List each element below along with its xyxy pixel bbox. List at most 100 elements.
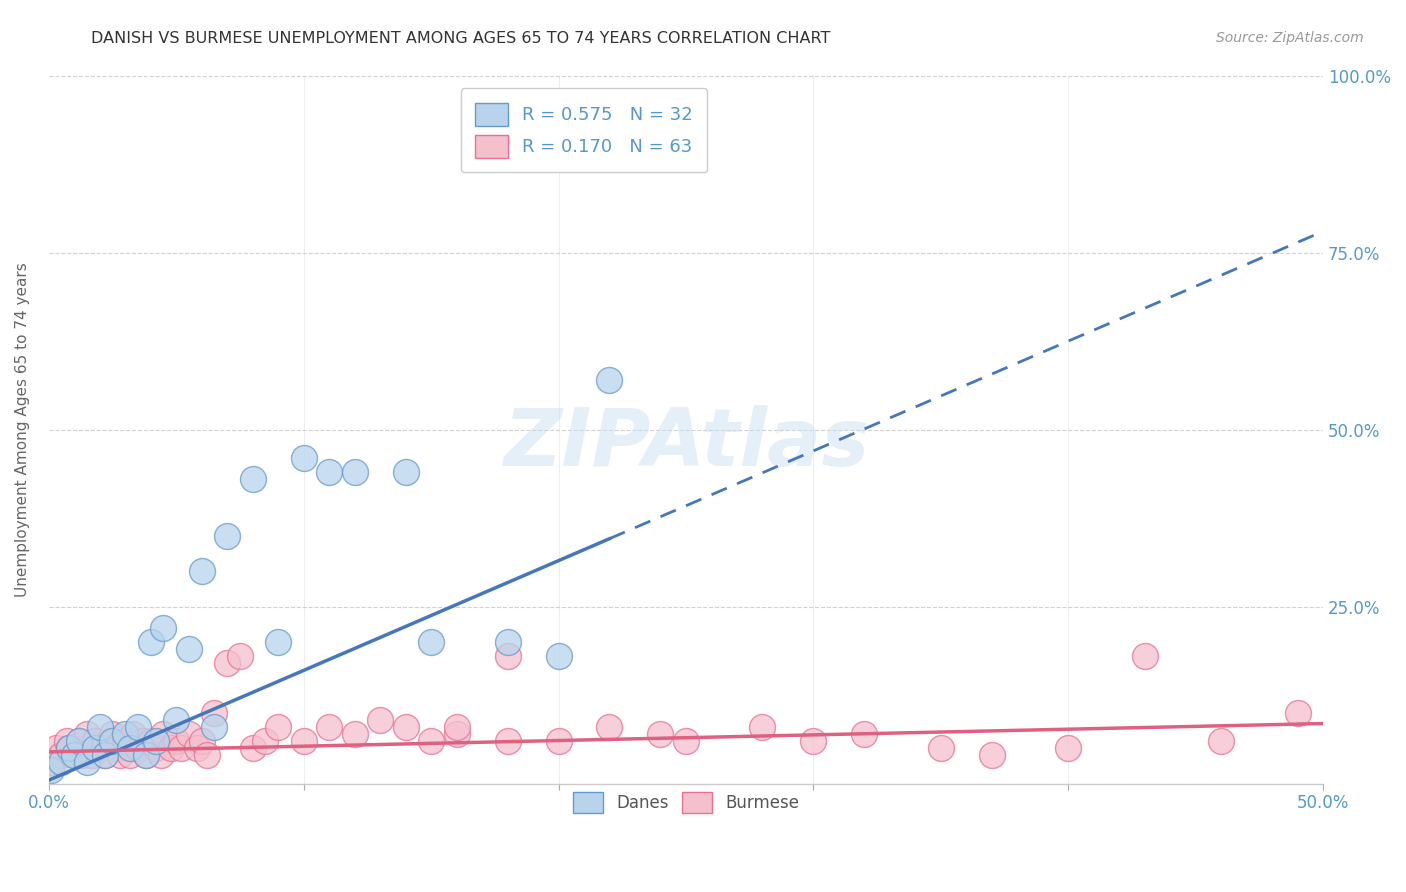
Legend: Danes, Burmese: Danes, Burmese <box>561 780 811 825</box>
Point <box>101 734 124 748</box>
Text: DANISH VS BURMESE UNEMPLOYMENT AMONG AGES 65 TO 74 YEARS CORRELATION CHART: DANISH VS BURMESE UNEMPLOYMENT AMONG AGE… <box>91 31 831 46</box>
Point <box>496 734 519 748</box>
Point <box>107 741 129 756</box>
Point <box>394 465 416 479</box>
Point <box>135 748 157 763</box>
Point <box>101 727 124 741</box>
Point <box>446 720 468 734</box>
Point <box>254 734 277 748</box>
Point <box>420 635 443 649</box>
Point <box>94 748 117 763</box>
Point <box>267 720 290 734</box>
Point <box>217 529 239 543</box>
Point <box>242 472 264 486</box>
Point <box>292 450 315 465</box>
Text: ZIPAtlas: ZIPAtlas <box>503 405 869 483</box>
Point <box>39 756 62 770</box>
Point <box>1133 649 1156 664</box>
Point <box>598 720 620 734</box>
Point <box>242 741 264 756</box>
Point <box>204 720 226 734</box>
Point <box>267 635 290 649</box>
Point <box>165 713 187 727</box>
Point <box>547 734 569 748</box>
Point <box>89 741 111 756</box>
Point <box>446 727 468 741</box>
Point <box>70 748 93 763</box>
Point <box>63 748 86 763</box>
Point <box>343 465 366 479</box>
Point <box>152 727 174 741</box>
Point <box>980 748 1002 763</box>
Point <box>177 642 200 657</box>
Point <box>318 465 340 479</box>
Point <box>145 741 167 756</box>
Point <box>45 741 67 756</box>
Point <box>229 649 252 664</box>
Point <box>292 734 315 748</box>
Point <box>80 748 103 763</box>
Point <box>67 734 90 748</box>
Point <box>83 734 105 748</box>
Point <box>853 727 876 741</box>
Point <box>76 727 98 741</box>
Point <box>190 564 212 578</box>
Point <box>318 720 340 734</box>
Point <box>204 706 226 720</box>
Point <box>67 734 90 748</box>
Point <box>160 741 183 756</box>
Point <box>58 741 80 756</box>
Point <box>1286 706 1309 720</box>
Point <box>83 741 105 756</box>
Point <box>152 621 174 635</box>
Point <box>394 720 416 734</box>
Point <box>496 635 519 649</box>
Point <box>929 741 952 756</box>
Point <box>89 720 111 734</box>
Point <box>114 734 136 748</box>
Point <box>139 734 162 748</box>
Point <box>598 373 620 387</box>
Point <box>177 727 200 741</box>
Point <box>127 741 149 756</box>
Point <box>55 734 77 748</box>
Point <box>803 734 825 748</box>
Point <box>63 748 86 763</box>
Point <box>132 734 155 748</box>
Point <box>39 763 62 777</box>
Point <box>127 720 149 734</box>
Point <box>139 635 162 649</box>
Point <box>165 734 187 748</box>
Point <box>170 741 193 756</box>
Point <box>186 741 208 756</box>
Point <box>149 748 172 763</box>
Point <box>114 727 136 741</box>
Point <box>1057 741 1080 756</box>
Point <box>368 713 391 727</box>
Point <box>120 748 142 763</box>
Point <box>120 741 142 756</box>
Text: Source: ZipAtlas.com: Source: ZipAtlas.com <box>1216 31 1364 45</box>
Point <box>121 727 143 741</box>
Point <box>190 734 212 748</box>
Point <box>650 727 672 741</box>
Point <box>496 649 519 664</box>
Point <box>675 734 697 748</box>
Point <box>751 720 773 734</box>
Point <box>51 756 73 770</box>
Point <box>1211 734 1233 748</box>
Point <box>547 649 569 664</box>
Y-axis label: Unemployment Among Ages 65 to 74 years: Unemployment Among Ages 65 to 74 years <box>15 262 30 597</box>
Point <box>51 748 73 763</box>
Point <box>98 734 121 748</box>
Point <box>195 748 218 763</box>
Point <box>217 657 239 671</box>
Point <box>108 748 131 763</box>
Point <box>420 734 443 748</box>
Point <box>76 756 98 770</box>
Point <box>145 734 167 748</box>
Point <box>58 741 80 756</box>
Point <box>343 727 366 741</box>
Point <box>135 748 157 763</box>
Point <box>94 748 117 763</box>
